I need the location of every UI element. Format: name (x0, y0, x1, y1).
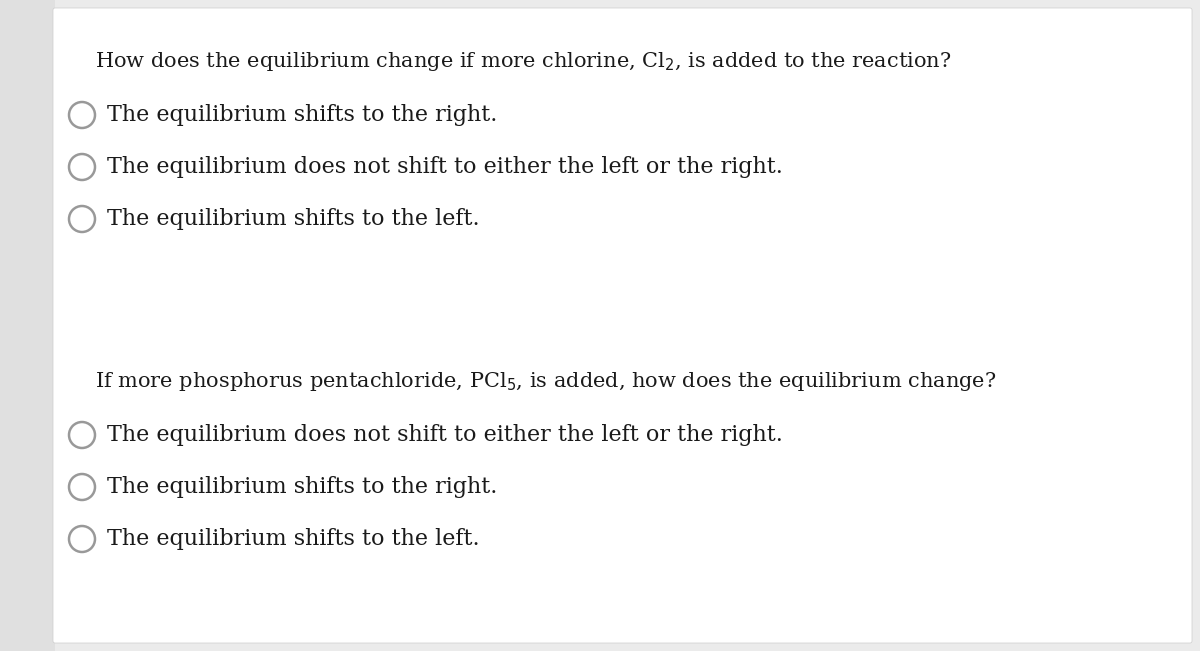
Bar (0, 0, 55, 651)
Text: The equilibrium shifts to the left.: The equilibrium shifts to the left. (107, 528, 480, 550)
Text: The equilibrium does not shift to either the left or the right.: The equilibrium does not shift to either… (107, 156, 782, 178)
Text: How does the equilibrium change if more chlorine, Cl$_2$, is added to the reacti: How does the equilibrium change if more … (95, 50, 952, 73)
FancyBboxPatch shape (53, 8, 1192, 643)
Text: If more phosphorus pentachloride, PCl$_5$, is added, how does the equilibrium ch: If more phosphorus pentachloride, PCl$_5… (95, 370, 996, 393)
Text: The equilibrium shifts to the left.: The equilibrium shifts to the left. (107, 208, 480, 230)
Text: The equilibrium does not shift to either the left or the right.: The equilibrium does not shift to either… (107, 424, 782, 446)
Text: The equilibrium shifts to the right.: The equilibrium shifts to the right. (107, 104, 497, 126)
Text: The equilibrium shifts to the right.: The equilibrium shifts to the right. (107, 476, 497, 498)
